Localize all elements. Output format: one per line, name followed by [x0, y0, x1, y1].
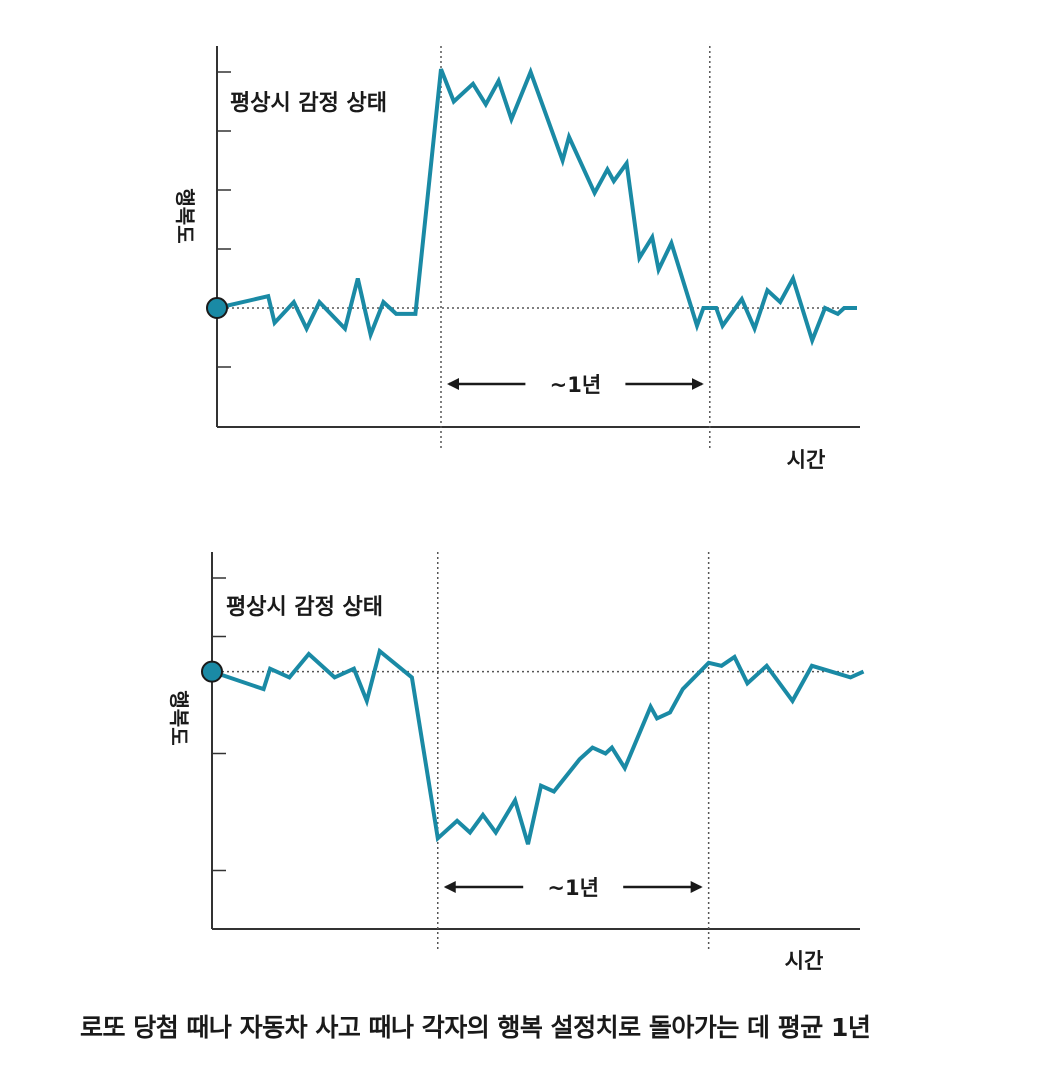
chart-2-y-axis-label: 행복도: [167, 690, 191, 745]
chart-1-baseline-label: 평상시 감정 상태: [230, 91, 387, 116]
chart-1-series-line: [216, 66, 857, 347]
chart-2-series-line: [211, 647, 865, 845]
chart-1-span-label: ~1년: [550, 373, 602, 397]
chart-2-baseline-label: 평상시 감정 상태: [226, 595, 383, 620]
chart-2-span-label: ~1년: [547, 876, 599, 900]
figure-caption: 로또 당첨 때나 자동차 사고 때나 각자의 행복 설정치로 돌아가는 데 평균…: [80, 1013, 871, 1042]
chart-1-y-axis-label: 행복도: [173, 188, 197, 243]
chart-1-x-axis-label: 시간: [787, 448, 826, 472]
chart-2-start-point: [201, 660, 223, 683]
chart-2-x-axis-label: 시간: [785, 949, 824, 973]
chart-1-start-point: [206, 297, 228, 319]
